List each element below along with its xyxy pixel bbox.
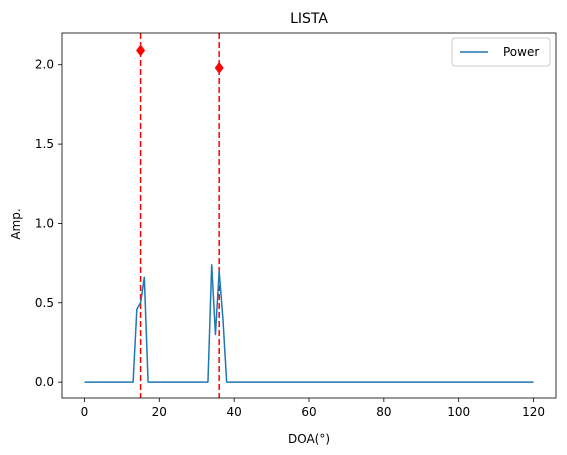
x-tick-label: 120 <box>522 405 545 419</box>
y-tick-label: 2.0 <box>35 58 54 72</box>
x-axis-label: DOA(°) <box>288 432 330 446</box>
x-tick-label: 40 <box>227 405 242 419</box>
legend-box <box>451 37 551 67</box>
x-tick-label: 60 <box>301 405 316 419</box>
x-tick-label: 20 <box>152 405 167 419</box>
x-axis: 0 20 40 60 80 100 120 <box>81 398 545 419</box>
peak-marker-0 <box>136 44 146 57</box>
y-axis: 0.0 0.5 1.0 1.5 2.0 <box>35 58 62 389</box>
peak-marker-1 <box>214 61 224 74</box>
x-tick-label: 100 <box>447 405 470 419</box>
y-axis-label: Amp. <box>9 208 23 239</box>
y-tick-label: 1.5 <box>35 137 54 151</box>
plot-area <box>84 33 534 398</box>
y-tick-label: 0.5 <box>35 296 54 310</box>
x-tick-label: 0 <box>81 405 89 419</box>
chart-title: LISTA <box>290 11 328 27</box>
plot-frame <box>61 32 557 399</box>
y-tick-label: 1.0 <box>35 216 54 230</box>
x-tick-label: 80 <box>376 405 391 419</box>
legend: Power <box>451 37 551 67</box>
legend-label-power: Power <box>503 45 539 59</box>
y-tick-label: 0.0 <box>35 375 54 389</box>
series-line-0 <box>84 263 534 383</box>
